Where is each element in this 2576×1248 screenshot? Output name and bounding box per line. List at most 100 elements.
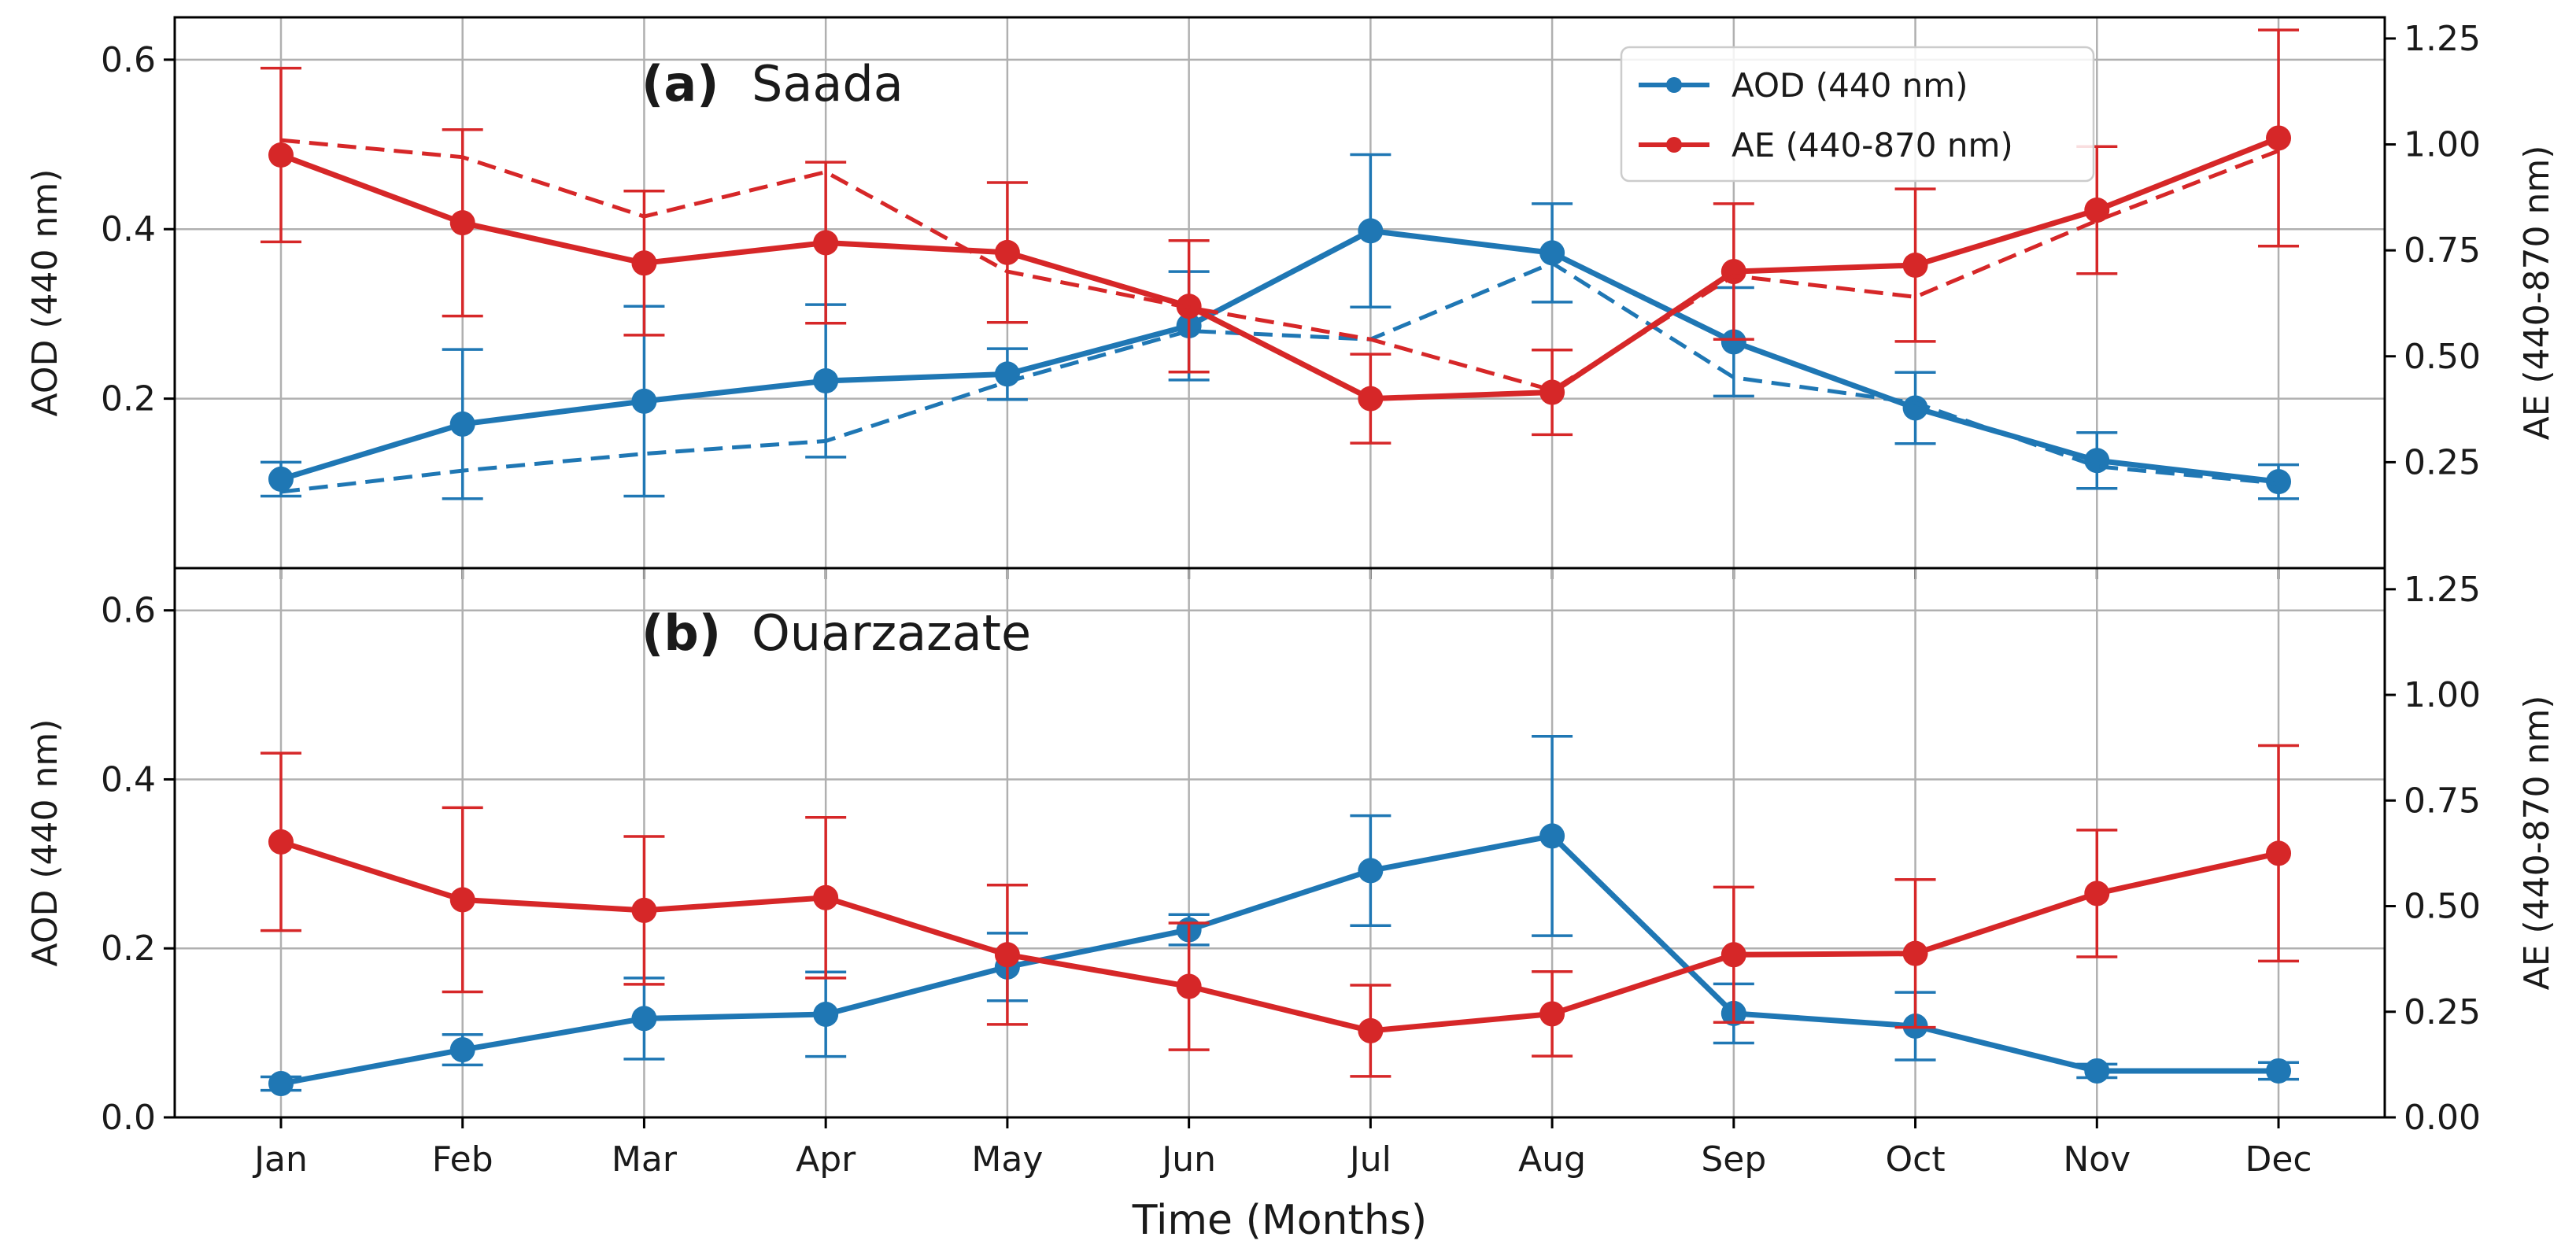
panel-b-title: Ouarzazate bbox=[752, 604, 1031, 662]
xtick-label-may: May bbox=[971, 1139, 1043, 1180]
panel-b-ae-point-may bbox=[994, 942, 1020, 968]
panel-b-series bbox=[260, 734, 2300, 1097]
panel-a-ae-point-dec bbox=[2266, 125, 2292, 151]
panel-b-aod-point-apr bbox=[813, 1001, 839, 1027]
panel-b-aod-point-mar bbox=[631, 1006, 657, 1032]
ytick-left-label: 0.4 bbox=[101, 759, 156, 799]
ytick-left-label: 0.4 bbox=[101, 209, 156, 249]
panel-b-ae-point-jan bbox=[268, 829, 294, 855]
panel-b-ouarzazate: 0.0 0.2 0.4 0.6 0.00 0.25 0.50 0.75 1.00 1.25 Jan F… bbox=[25, 567, 2557, 1244]
panel-b-ae-point-nov bbox=[2084, 881, 2110, 906]
xtick-label-oct: Oct bbox=[1886, 1139, 1946, 1180]
legend-aod-label: AOD (440 nm) bbox=[1732, 66, 1968, 105]
xtick-label-apr: Apr bbox=[796, 1139, 856, 1180]
ytick-right-label: 0.00 bbox=[2404, 1098, 2481, 1138]
ytick-right-label: 0.50 bbox=[2404, 337, 2481, 377]
ytick-right-label: 0.25 bbox=[2404, 992, 2481, 1032]
panel-a-saada: 0.20.40.60.250.500.751.001.25 (a) Saada … bbox=[25, 16, 2557, 579]
panel-b-ylabel-right: AE (440-870 nm) bbox=[2517, 696, 2557, 991]
panel-b-ae-series bbox=[260, 744, 2300, 1078]
panel-a-aod-dashed-series bbox=[280, 260, 2279, 494]
panel-a-ae-point-mar bbox=[631, 250, 657, 276]
panel-b-ae-point-sep bbox=[1720, 942, 1746, 968]
ytick-right-label: 1.25 bbox=[2404, 570, 2481, 610]
panel-b-ticks: 0.0 0.2 0.4 0.6 0.00 0.25 0.50 0.75 1.00 1.25 Jan F… bbox=[101, 570, 2481, 1180]
ytick-left-label: 0.2 bbox=[101, 929, 156, 969]
panel-a-aod-point-nov bbox=[2084, 448, 2110, 474]
panel-a-ae-point-jan bbox=[268, 142, 294, 168]
panel-a-aod-point-jul bbox=[1358, 218, 1384, 244]
panel-b-aod-point-aug bbox=[1539, 823, 1565, 849]
panel-a-ticks: 0.2 0.4 0.6 0.25 0.50 0.75 1.00 1.25 bbox=[101, 19, 2481, 579]
xtick-label-jun: Jun bbox=[1159, 1139, 1216, 1180]
panel-a-aod-point-aug bbox=[1539, 240, 1565, 266]
ytick-right-label: 1.00 bbox=[2404, 125, 2481, 165]
ytick-left-label: 0.2 bbox=[101, 379, 156, 419]
ytick-right-label: 0.75 bbox=[2404, 781, 2481, 821]
panel-a-aod-point-feb bbox=[449, 411, 475, 437]
panel-a-aod-series bbox=[260, 153, 2300, 500]
panel-a-ae-point-may bbox=[994, 239, 1020, 265]
panel-b-ae-point-feb bbox=[449, 887, 475, 913]
xtick-label-nov: Nov bbox=[2063, 1139, 2131, 1180]
panel-a-aod-line bbox=[279, 227, 2279, 485]
panel-a-aod-point-apr bbox=[813, 368, 839, 393]
panel-b-ae-line bbox=[279, 839, 2279, 1034]
panel-a-ae-point-jul bbox=[1358, 386, 1384, 412]
ytick-right-label: 0.75 bbox=[2404, 231, 2481, 271]
panel-a-ae-point-apr bbox=[813, 230, 839, 256]
panel-a-ylabel-right: AE (440-870 nm) bbox=[2517, 146, 2557, 441]
panel-b-aod-point-jan bbox=[268, 1071, 294, 1097]
panel-b-tag: (b) bbox=[641, 604, 721, 662]
panel-b-ae-point-aug bbox=[1539, 1001, 1565, 1027]
legend-aod-marker bbox=[1666, 77, 1682, 93]
panel-a-tag: (a) bbox=[641, 55, 719, 113]
ytick-right-label: 1.00 bbox=[2404, 675, 2481, 715]
panel-b-grid bbox=[175, 568, 2385, 1119]
panel-b-ae-point-oct bbox=[1902, 940, 1928, 966]
legend-box bbox=[1620, 46, 2095, 183]
xtick-label-jul: Jul bbox=[1347, 1139, 1391, 1180]
panel-b-ae-point-dec bbox=[2266, 840, 2292, 866]
xtick-label-aug: Aug bbox=[1518, 1139, 1586, 1180]
panel-a-ae-series bbox=[260, 28, 2300, 445]
xtick-label-mar: Mar bbox=[612, 1139, 678, 1180]
panel-a-ae-dashed-series bbox=[280, 138, 2279, 393]
xtick-label-feb: Feb bbox=[432, 1139, 493, 1180]
panel-a-aod-point-jan bbox=[268, 466, 294, 492]
panel-a-ae-dashed-line bbox=[280, 138, 2279, 393]
ytick-right-label: 1.25 bbox=[2404, 19, 2481, 59]
panel-a-ae-line bbox=[279, 135, 2280, 402]
xtick-label-dec: Dec bbox=[2245, 1139, 2312, 1180]
ytick-left-label: 0.6 bbox=[101, 40, 156, 80]
panel-b-aod-series bbox=[260, 734, 2300, 1097]
panel-a-aod-point-sep bbox=[1720, 329, 1746, 355]
panel-a-series bbox=[260, 28, 2300, 500]
panel-a-ylabel-left: AOD (440 nm) bbox=[25, 169, 65, 417]
panel-a-ae-point-feb bbox=[449, 210, 475, 236]
panel-b-ae-point-apr bbox=[813, 884, 839, 910]
panel-a-aod-dashed-line bbox=[280, 260, 2279, 494]
panel-b-ae-point-jun bbox=[1176, 973, 1202, 999]
panel-b-aod-point-feb bbox=[449, 1037, 475, 1063]
panel-b-aod-point-nov bbox=[2084, 1058, 2110, 1084]
panel-b-aod-point-dec bbox=[2266, 1058, 2292, 1084]
panel-b-aod-point-jul bbox=[1358, 858, 1384, 884]
panel-a-title: Saada bbox=[752, 55, 904, 113]
panel-a-ae-point-oct bbox=[1902, 253, 1928, 278]
panel-b-ae-point-mar bbox=[631, 897, 657, 923]
ytick-left-label: 0.6 bbox=[101, 591, 156, 631]
ytick-left-label: 0.0 bbox=[101, 1098, 156, 1138]
ytick-right-label: 0.25 bbox=[2404, 442, 2481, 482]
panel-b-ae-point-jul bbox=[1358, 1017, 1384, 1043]
xtick-label-jan: Jan bbox=[252, 1139, 308, 1180]
panel-b-aod-line bbox=[280, 833, 2279, 1087]
panel-a-aod-point-mar bbox=[631, 388, 657, 414]
legend-ae-marker bbox=[1666, 137, 1682, 153]
xtick-label-sep: Sep bbox=[1701, 1139, 1766, 1180]
legend-ae-label: AE (440-870 nm) bbox=[1732, 126, 2013, 164]
panel-b-ylabel-left: AOD (440 nm) bbox=[25, 719, 65, 967]
ytick-right-label: 0.50 bbox=[2404, 887, 2481, 927]
legend: AOD (440 nm) AE (440-870 nm) bbox=[1620, 46, 2095, 183]
